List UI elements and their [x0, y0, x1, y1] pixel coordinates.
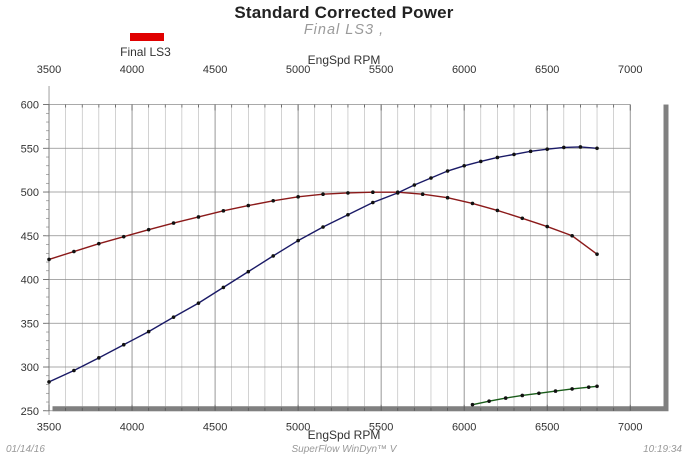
- svg-text:5000: 5000: [286, 422, 310, 434]
- svg-text:3500: 3500: [37, 422, 61, 434]
- svg-text:6500: 6500: [535, 422, 559, 434]
- svg-text:4000: 4000: [120, 422, 144, 434]
- svg-text:6500: 6500: [535, 64, 559, 76]
- svg-text:5500: 5500: [369, 422, 393, 434]
- svg-text:5000: 5000: [286, 64, 310, 76]
- svg-text:500: 500: [21, 187, 39, 199]
- svg-text:6000: 6000: [452, 64, 476, 76]
- svg-text:350: 350: [21, 318, 39, 330]
- svg-text:4500: 4500: [203, 64, 227, 76]
- svg-text:550: 550: [21, 143, 39, 155]
- svg-text:7000: 7000: [618, 64, 642, 76]
- svg-text:300: 300: [21, 362, 39, 374]
- svg-text:400: 400: [21, 275, 39, 287]
- svg-text:3500: 3500: [37, 64, 61, 76]
- svg-text:6000: 6000: [452, 422, 476, 434]
- svg-text:4500: 4500: [203, 422, 227, 434]
- svg-text:5500: 5500: [369, 64, 393, 76]
- svg-text:4000: 4000: [120, 64, 144, 76]
- svg-text:250: 250: [21, 406, 39, 418]
- svg-text:450: 450: [21, 231, 39, 243]
- svg-text:600: 600: [21, 100, 39, 112]
- svg-text:7000: 7000: [618, 422, 642, 434]
